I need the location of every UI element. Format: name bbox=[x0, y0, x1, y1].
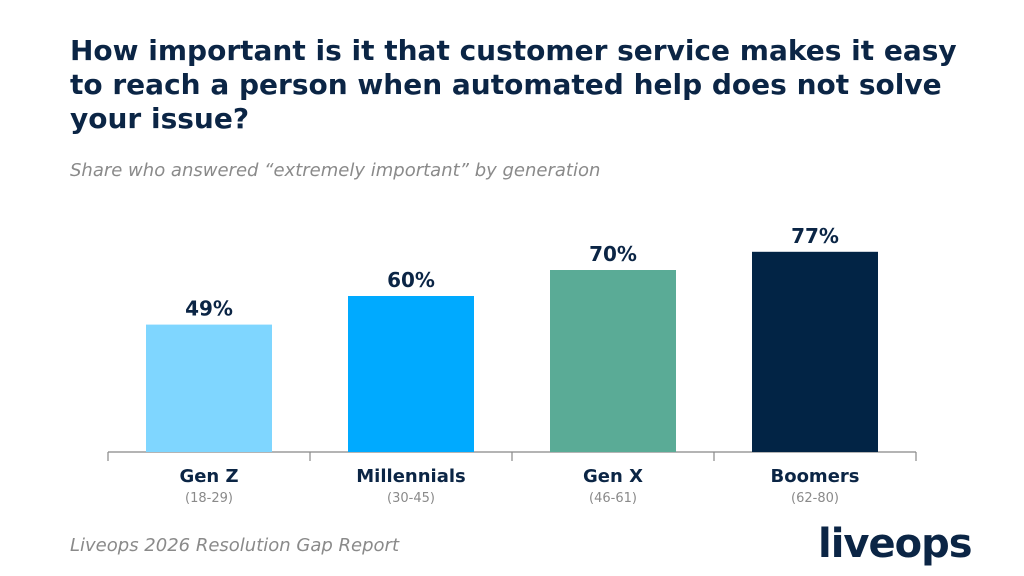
chart-subtitle: Share who answered “extremely important”… bbox=[70, 160, 601, 181]
bar bbox=[348, 296, 474, 452]
bar bbox=[550, 270, 676, 452]
x-tick-label: Gen Z bbox=[179, 466, 238, 487]
bar bbox=[146, 324, 272, 452]
x-tick-sublabel: (30-45) bbox=[387, 491, 435, 506]
x-tick-label: Boomers bbox=[770, 466, 859, 487]
logo-text: liveops bbox=[818, 521, 973, 567]
data-label: 70% bbox=[589, 242, 637, 266]
x-tick-sublabel: (62-80) bbox=[791, 491, 839, 506]
bar bbox=[752, 251, 878, 452]
liveops-logo: liveops bbox=[818, 520, 973, 568]
data-label: 77% bbox=[791, 224, 839, 248]
x-tick-sublabel: (18-29) bbox=[185, 491, 233, 506]
data-label: 49% bbox=[185, 297, 233, 321]
x-tick-sublabel: (46-61) bbox=[589, 491, 637, 506]
chart-title: How important is it that customer servic… bbox=[70, 34, 957, 135]
source-note: Liveops 2026 Resolution Gap Report bbox=[70, 535, 400, 556]
x-tick-label: Gen X bbox=[583, 466, 643, 487]
x-tick-label: Millennials bbox=[356, 466, 465, 487]
data-label: 60% bbox=[387, 268, 435, 292]
